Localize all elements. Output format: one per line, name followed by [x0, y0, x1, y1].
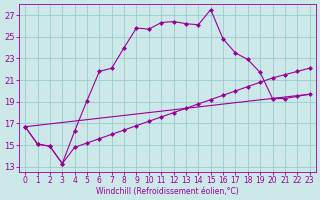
X-axis label: Windchill (Refroidissement éolien,°C): Windchill (Refroidissement éolien,°C): [96, 187, 239, 196]
